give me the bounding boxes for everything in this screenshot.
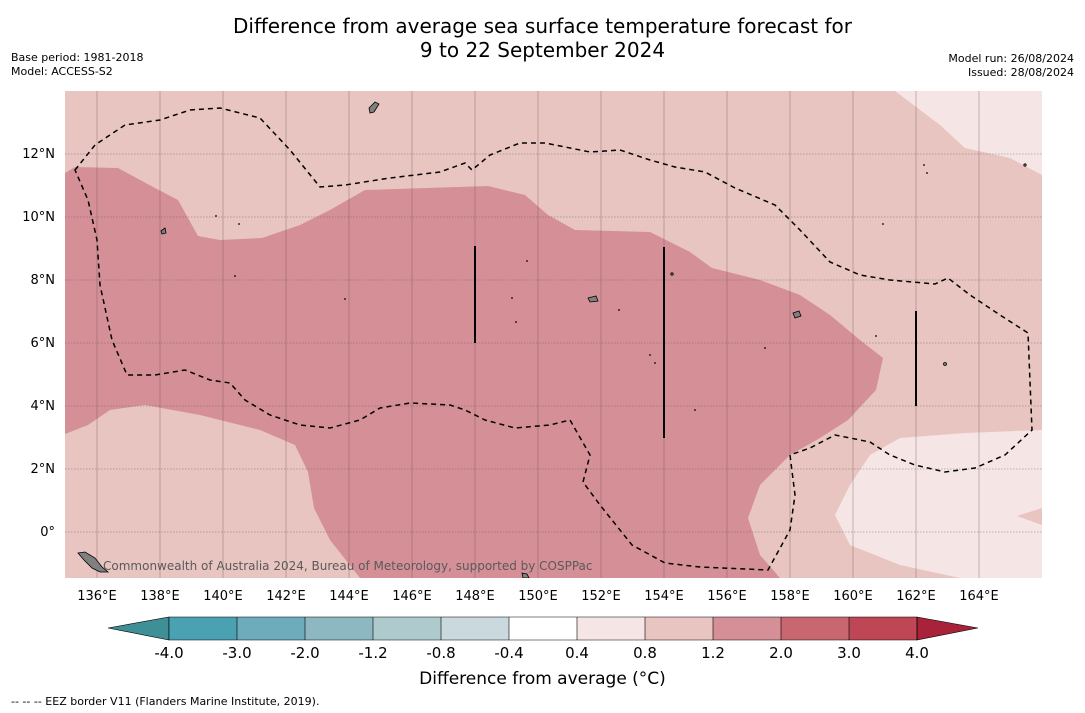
island-islet-1 bbox=[670, 272, 674, 276]
colorbar-tick: -0.4 bbox=[494, 644, 523, 662]
lon-label: 152°E bbox=[581, 589, 621, 604]
lon-label: 136°E bbox=[77, 589, 117, 604]
eez-lines bbox=[474, 246, 917, 438]
model-name: Model: ACCESS-S2 bbox=[11, 65, 113, 78]
colorbar-bin bbox=[373, 617, 441, 640]
colorbar-tick: -2.0 bbox=[290, 644, 319, 662]
lon-label: 140°E bbox=[203, 589, 243, 604]
island-chuuk bbox=[587, 295, 599, 303]
model-run: Model run: 26/08/2024 bbox=[948, 52, 1074, 65]
colorbar-extend-max bbox=[916, 616, 979, 641]
title-line-2: 9 to 22 September 2024 bbox=[419, 38, 666, 62]
colorbar-tick: 4.0 bbox=[905, 644, 929, 662]
lon-label: 164°E bbox=[959, 589, 999, 604]
lon-label: 156°E bbox=[707, 589, 747, 604]
island-north bbox=[368, 101, 380, 114]
colorbar-tick: 0.4 bbox=[565, 644, 589, 662]
colorbar-extend-min bbox=[107, 616, 170, 641]
colorbar-tick: 3.0 bbox=[837, 644, 861, 662]
colorbar-tick: 1.2 bbox=[701, 644, 725, 662]
lon-label: 154°E bbox=[644, 589, 684, 604]
map-title: Difference from average sea surface temp… bbox=[0, 14, 1085, 62]
title-line-1: Difference from average sea surface temp… bbox=[232, 14, 852, 38]
lat-label: 6°N bbox=[31, 336, 56, 351]
issued-date: Issued: 28/08/2024 bbox=[967, 66, 1074, 79]
colorbar-tick: 2.0 bbox=[769, 644, 793, 662]
island-pohnpei bbox=[792, 310, 802, 319]
map-area bbox=[65, 91, 1042, 578]
lat-label: 2°N bbox=[31, 462, 56, 477]
lon-label: 138°E bbox=[140, 589, 180, 604]
colorbar-bin bbox=[169, 617, 237, 640]
lat-label: 0° bbox=[40, 525, 55, 540]
colorbar-bin bbox=[645, 617, 713, 640]
lon-label: 142°E bbox=[266, 589, 306, 604]
copyright-text: Commonwealth of Australia 2024, Bureau o… bbox=[103, 559, 593, 573]
lon-label: 148°E bbox=[455, 589, 495, 604]
anomaly-region-0.4-0.8-se bbox=[835, 430, 1042, 578]
colorbar-tick: -4.0 bbox=[154, 644, 183, 662]
colorbar-tick: 0.8 bbox=[633, 644, 657, 662]
anomaly-region-1.2-2.0 bbox=[65, 167, 883, 578]
lon-label: 162°E bbox=[896, 589, 936, 604]
colorbar-bin bbox=[713, 617, 781, 640]
colorbar-bin bbox=[577, 617, 645, 640]
colorbar-ticks: -4.0 -3.0 -2.0 -1.2 -0.8 -0.4 0.4 0.8 1.… bbox=[154, 644, 929, 662]
colorbar-label: Difference from average (°C) bbox=[419, 669, 666, 689]
island-south bbox=[521, 572, 530, 578]
base-period: Base period: 1981-2018 bbox=[11, 51, 144, 64]
longitude-labels: 136°E 138°E 140°E 142°E 144°E 146°E 148°… bbox=[77, 589, 999, 604]
island-islet-2 bbox=[1023, 163, 1027, 167]
run-info: Model run: 26/08/2024 Issued: 28/08/2024 bbox=[948, 52, 1074, 80]
colorbar-bin bbox=[441, 617, 509, 640]
parallels bbox=[65, 153, 1042, 533]
colorbar-tick: -3.0 bbox=[222, 644, 251, 662]
colorbar-bin bbox=[781, 617, 849, 640]
colorbar-bin bbox=[509, 617, 577, 640]
colorbar-tick: -0.8 bbox=[426, 644, 455, 662]
lat-label: 4°N bbox=[31, 399, 56, 414]
atolls bbox=[215, 164, 928, 411]
colorbar-bin bbox=[237, 617, 305, 640]
lat-label: 8°N bbox=[31, 273, 56, 288]
lon-label: 146°E bbox=[392, 589, 432, 604]
colorbar-bin bbox=[849, 617, 917, 640]
base-info: Base period: 1981-2018 Model: ACCESS-S2 bbox=[11, 51, 143, 79]
colorbar-tick: -1.2 bbox=[358, 644, 387, 662]
lat-label: 10°N bbox=[22, 210, 55, 225]
island-west bbox=[160, 227, 167, 235]
lon-label: 160°E bbox=[833, 589, 873, 604]
lon-label: 150°E bbox=[518, 589, 558, 604]
eez-footnote: -- -- -- EEZ border V11 (Flanders Marine… bbox=[11, 695, 320, 708]
colorbar-bin bbox=[305, 617, 373, 640]
island-new-guinea bbox=[77, 551, 110, 573]
lat-label: 12°N bbox=[22, 147, 55, 162]
island-kosrae bbox=[943, 362, 947, 366]
islands bbox=[77, 101, 1027, 578]
eez-border bbox=[74, 107, 1033, 571]
lon-label: 158°E bbox=[770, 589, 810, 604]
colorbar: -4.0 -3.0 -2.0 -1.2 -0.8 -0.4 0.4 0.8 1.… bbox=[107, 616, 979, 662]
lon-label: 144°E bbox=[329, 589, 369, 604]
latitude-labels: 12°N 10°N 8°N 6°N 4°N 2°N 0° bbox=[22, 147, 55, 540]
